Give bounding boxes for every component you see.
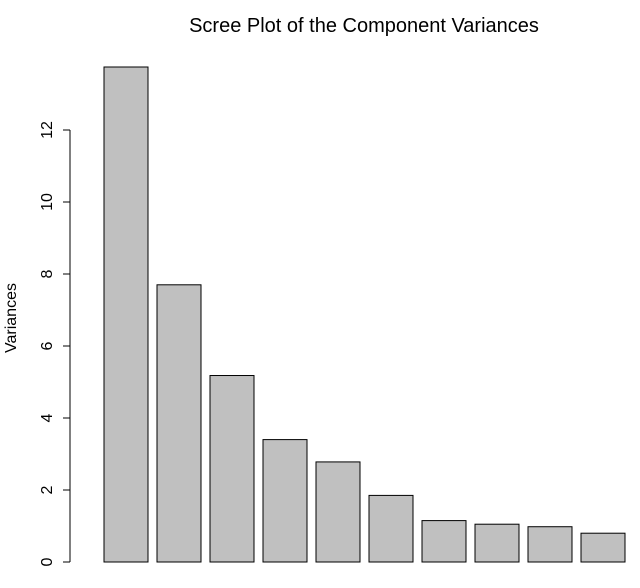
y-tick-label: 2 <box>39 485 56 494</box>
y-tick-label: 6 <box>39 341 56 350</box>
y-axis: 0 2 4 6 8 10 12 <box>39 121 71 566</box>
bar-component-4 <box>262 439 308 563</box>
bar-component-1 <box>103 66 149 563</box>
y-tick-label: 8 <box>39 269 56 278</box>
chart-title: Scree Plot of the Component Variances <box>189 15 539 37</box>
y-tick-label: 4 <box>39 413 56 422</box>
bar-component-8 <box>474 523 520 563</box>
y-axis-label: Variances <box>3 283 20 353</box>
y-tick-label: 12 <box>39 121 56 139</box>
bar-component-7 <box>421 520 467 563</box>
bar-component-3 <box>209 375 255 563</box>
y-tick-label: 0 <box>39 557 56 566</box>
bar-component-9 <box>527 526 573 563</box>
bars <box>103 66 626 563</box>
bar-component-10 <box>580 532 626 563</box>
bar-component-6 <box>368 494 414 563</box>
bar-component-2 <box>156 284 202 563</box>
y-tick-label: 10 <box>39 193 56 211</box>
bar-component-5 <box>315 461 361 563</box>
